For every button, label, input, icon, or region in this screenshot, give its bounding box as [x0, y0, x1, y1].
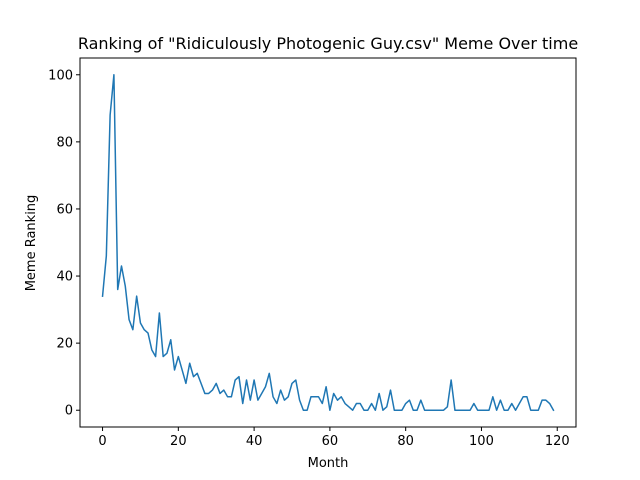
axes-layer [79, 57, 577, 428]
series-line [101, 74, 555, 412]
chart-title: Ranking of "Ridiculously Photogenic Guy.… [78, 34, 578, 53]
x-tick-label: 20 [170, 434, 187, 449]
x-tick-label: 0 [98, 434, 106, 449]
y-tick-label: 0 [65, 404, 73, 419]
plot-frame [79, 57, 577, 428]
x-axis-label: Month [308, 456, 349, 471]
y-tick-label: 80 [56, 135, 73, 150]
y-tick-label: 40 [56, 270, 73, 285]
y-tick-label: 20 [56, 337, 73, 352]
x-tick-label: 100 [469, 434, 494, 449]
y-tick-label: 100 [48, 68, 73, 83]
x-tick-label: 60 [322, 434, 339, 449]
x-tick-label: 40 [246, 434, 263, 449]
y-tick-label: 60 [56, 202, 73, 217]
y-axis-ticks: 0 20 40 60 80 100 [48, 68, 80, 419]
x-tick-label: 80 [397, 434, 414, 449]
series-layer [101, 74, 555, 412]
y-axis-label: Meme Ranking [24, 195, 39, 292]
x-axis-ticks: 0 20 40 60 80 100 120 [98, 427, 570, 449]
x-tick-label: 120 [545, 434, 570, 449]
